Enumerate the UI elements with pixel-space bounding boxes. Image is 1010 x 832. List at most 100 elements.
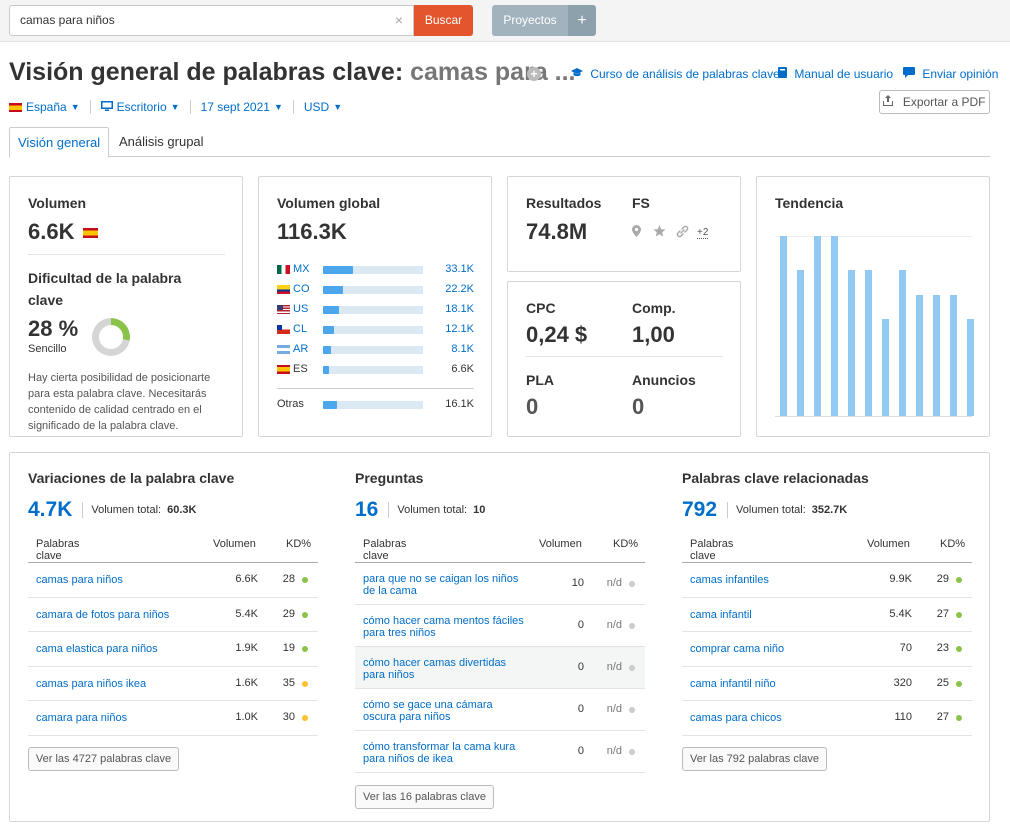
keyword-link[interactable]: camas para chicos bbox=[690, 712, 782, 725]
country-code[interactable]: CL bbox=[293, 323, 308, 335]
country-code[interactable]: CO bbox=[293, 283, 310, 295]
country-bar bbox=[323, 266, 423, 274]
keyword-link[interactable]: camara para niños bbox=[36, 712, 128, 725]
difficulty-dot-icon bbox=[956, 646, 962, 653]
keyword-link[interactable]: camas infantiles bbox=[690, 574, 769, 587]
header-divider bbox=[355, 562, 645, 563]
column-header-volume[interactable]: Volumen bbox=[539, 538, 582, 550]
fs-more-link[interactable]: +2 bbox=[697, 227, 709, 239]
tab-overview[interactable]: Visión general bbox=[9, 127, 110, 158]
cpc-value: 0,24 $ bbox=[526, 322, 588, 347]
country-value[interactable]: 33.1K bbox=[445, 263, 474, 275]
page-title: Visión general de palabras clave: camas … bbox=[9, 58, 576, 87]
device-filter[interactable]: Escritorio ▼ bbox=[100, 100, 180, 114]
country-code[interactable]: MX bbox=[293, 263, 310, 275]
export-pdf-button[interactable]: Exportar a PDF bbox=[879, 90, 990, 114]
country-value[interactable]: 22.2K bbox=[445, 283, 474, 295]
trend-card: Tendencia bbox=[756, 176, 990, 437]
volume-value: 0 bbox=[577, 703, 584, 715]
keyword-link[interactable]: para que no se caigan los niños de la cam… bbox=[363, 573, 543, 597]
keyword-link[interactable]: cómo se gace una cámara oscura para niños bbox=[363, 699, 543, 723]
country-code[interactable]: US bbox=[293, 303, 309, 315]
difficulty-dot-icon bbox=[629, 581, 635, 587]
difficulty-title: Dificultad de la palabra clave bbox=[28, 270, 182, 308]
kd-value: 23 bbox=[936, 642, 949, 655]
volume-value: 0 bbox=[577, 619, 584, 631]
tab-group-analysis[interactable]: Análisis grupal bbox=[119, 134, 204, 149]
country-row: US 18.1K bbox=[277, 303, 474, 316]
column-header-kd[interactable]: KD% bbox=[940, 538, 966, 550]
currency-filter[interactable]: USD ▼ bbox=[304, 100, 342, 114]
volume-value-text: 6.6K bbox=[28, 219, 75, 244]
keyword-link[interactable]: cama elastica para niños bbox=[36, 643, 158, 656]
country-row-others: Otras 16.1K bbox=[277, 398, 474, 411]
kd-value: 19 bbox=[282, 642, 295, 655]
kd-value: 29 bbox=[936, 573, 949, 586]
country-code[interactable]: AR bbox=[293, 343, 309, 355]
keyword-link[interactable]: cómo hacer cama mentos fáciles para tres … bbox=[363, 615, 543, 639]
country-filter[interactable]: España ▼ bbox=[9, 100, 80, 114]
country-value[interactable]: 8.1K bbox=[451, 343, 474, 355]
table-row: camas para chicos 110 27 bbox=[682, 701, 972, 736]
volume-value: 6.6K bbox=[235, 573, 258, 586]
questions-more-button[interactable]: Ver las 16 palabras clave bbox=[355, 785, 494, 809]
column-header-volume[interactable]: Volumen bbox=[867, 538, 910, 550]
column-header-volume[interactable]: Volumen bbox=[213, 538, 256, 550]
country-value[interactable]: 12.1K bbox=[445, 323, 474, 335]
country-value[interactable]: 18.1K bbox=[445, 303, 474, 315]
table-row: cómo hacer cama mentos fáciles para tres … bbox=[355, 605, 645, 647]
difficulty-dot-icon bbox=[629, 707, 635, 713]
country-value[interactable]: 6.6K bbox=[451, 363, 474, 375]
variations-total-value: 60.3K bbox=[167, 504, 197, 516]
column-header-kd[interactable]: KD% bbox=[286, 538, 312, 550]
trend-bar bbox=[848, 270, 855, 416]
keyword-link[interactable]: camas para niños bbox=[36, 574, 123, 587]
keyword-link[interactable]: camara de fotos para niños bbox=[36, 608, 170, 621]
keyword-link[interactable]: cómo transformar la cama kura para niños … bbox=[363, 741, 543, 765]
keyword-line: cómo se gace una cámara bbox=[363, 699, 493, 711]
column-header-kd[interactable]: KD% bbox=[613, 538, 639, 550]
course-link[interactable]: Curso de análisis de palabras clave bbox=[571, 67, 780, 81]
search-button[interactable]: Buscar bbox=[414, 5, 473, 36]
trend-bar bbox=[882, 319, 889, 416]
chevron-down-icon: ▼ bbox=[70, 102, 80, 112]
global-volume-value: 116.3K bbox=[277, 219, 347, 244]
variations-title: Variaciones de la palabra clave bbox=[28, 470, 235, 486]
keyword-link[interactable]: camas para niños ikea bbox=[36, 677, 147, 690]
related-total-label: Volumen total: bbox=[736, 504, 806, 516]
keyword-link[interactable]: cama infantil bbox=[690, 608, 752, 621]
country-row: AR 8.1K bbox=[277, 343, 474, 356]
tab-bar: Visión general Análisis grupal bbox=[9, 127, 990, 158]
trend-bar bbox=[967, 319, 974, 416]
clear-icon[interactable]: × bbox=[394, 12, 403, 28]
speech-bubble-icon bbox=[903, 67, 918, 81]
related-more-button[interactable]: Ver las 792 palabras clave bbox=[682, 747, 827, 771]
difficulty-dot-icon bbox=[302, 680, 308, 687]
difficulty-dot-icon bbox=[302, 611, 308, 618]
add-keyword-icon[interactable]: + bbox=[527, 67, 541, 81]
projects-button[interactable]: Proyectos bbox=[492, 5, 568, 36]
related-total-value: 352.7K bbox=[811, 504, 848, 516]
ads-title: Anuncios bbox=[632, 372, 696, 388]
keyword-link[interactable]: cómo hacer camas divertidas para niños bbox=[363, 657, 543, 681]
variations-more-button[interactable]: Ver las 4727 palabras clave bbox=[28, 747, 179, 771]
filters-bar: España ▼ Escritorio ▼ 17 sept 2021 ▼ USD… bbox=[9, 100, 342, 114]
search-input[interactable]: camas para niños × bbox=[9, 5, 414, 36]
add-project-button[interactable]: + bbox=[568, 5, 596, 36]
kd-value: 25 bbox=[936, 676, 949, 689]
export-pdf-label: Exportar a PDF bbox=[902, 95, 986, 109]
volume-value: 1.0K bbox=[235, 711, 258, 724]
keyword-link[interactable]: cama infantil niño bbox=[690, 677, 776, 690]
feedback-link[interactable]: Enviar opinión bbox=[903, 67, 998, 81]
column-header-keywords: Palabras clave bbox=[363, 538, 407, 562]
date-filter[interactable]: 17 sept 2021 ▼ bbox=[201, 100, 283, 114]
country-code[interactable]: ES bbox=[293, 363, 308, 375]
competition-value: 1,00 bbox=[632, 322, 675, 347]
keyword-link[interactable]: comprar cama niño bbox=[690, 643, 785, 656]
kd-value: 29 bbox=[282, 607, 295, 620]
difficulty-donut-chart bbox=[92, 318, 130, 356]
manual-link[interactable]: Manual de usuario bbox=[778, 67, 893, 81]
related-count[interactable]: 792 bbox=[682, 498, 718, 521]
questions-count[interactable]: 16 bbox=[355, 498, 379, 521]
variations-count[interactable]: 4.7K bbox=[28, 498, 73, 521]
